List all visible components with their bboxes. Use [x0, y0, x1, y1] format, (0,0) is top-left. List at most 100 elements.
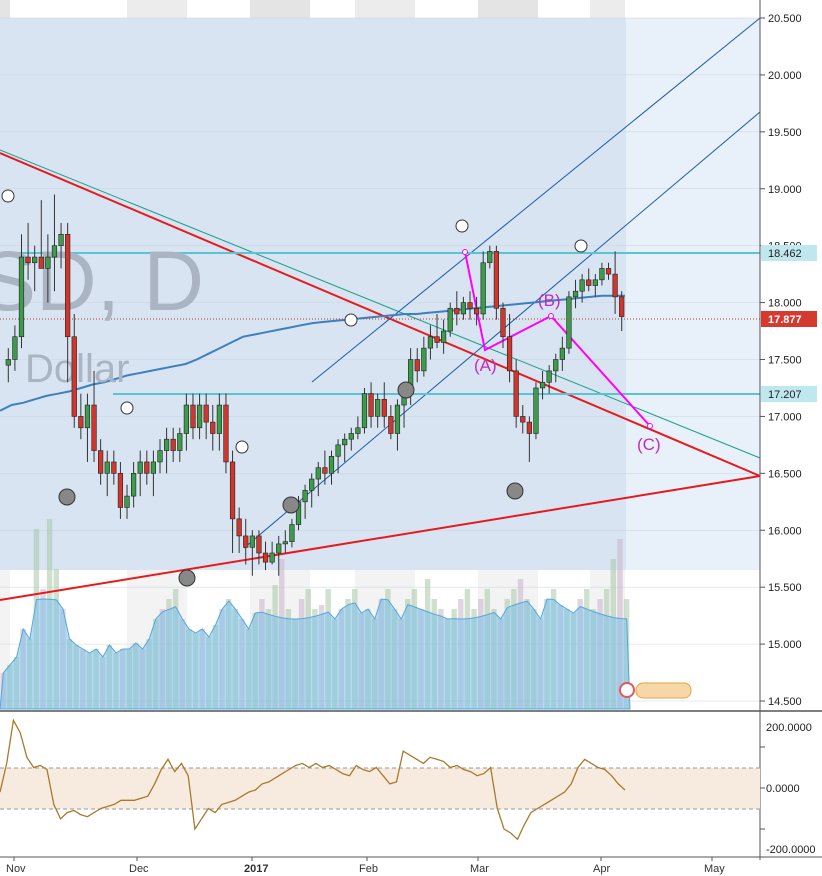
candle-body [256, 535, 262, 554]
candle-body [12, 336, 18, 360]
candle-body [32, 256, 38, 264]
candle-body [460, 302, 467, 315]
candle-body [5, 359, 11, 366]
time-tick-label: Feb [359, 863, 378, 875]
wave-label-b: (B) [538, 291, 561, 310]
price-tick-label: 18.000 [768, 298, 802, 310]
oscillator-axis: 200.0000 0.0000 -200.0000 [760, 722, 816, 856]
session-band [478, 0, 538, 18]
candle-body [513, 370, 519, 417]
time-axis[interactable]: Nov Dec 2017 Feb Mar Apr May [6, 857, 725, 875]
candle-body [98, 450, 104, 474]
candle-body [467, 302, 473, 309]
session-band [0, 0, 10, 18]
candle-body [421, 347, 427, 372]
candle-body [500, 307, 506, 338]
wave-point-c [647, 423, 653, 429]
swing-marker [455, 219, 469, 233]
candle-body [131, 473, 137, 497]
candle-body [381, 399, 387, 417]
volume-area [0, 598, 631, 710]
trendline-lower-red [0, 475, 761, 601]
swing-marker [344, 313, 358, 327]
session-band [250, 0, 310, 18]
candle-body [124, 495, 130, 508]
candle-body [137, 461, 143, 474]
candle-body [493, 251, 499, 309]
candle-body [203, 404, 209, 423]
price-axis-background [760, 0, 822, 709]
candle-body [111, 461, 117, 474]
price-tag-17207-label: 17.207 [768, 389, 802, 401]
candle-body [335, 444, 341, 457]
candle-body [361, 393, 368, 429]
candle-body [309, 478, 315, 491]
swing-markers [1, 189, 588, 587]
price-tag-17207: 17.207 [761, 386, 817, 402]
session-band [127, 0, 187, 18]
price-tag-17877: 17.877 [761, 311, 817, 327]
candle-body [183, 404, 189, 434]
candle-body [262, 552, 269, 563]
channel-upper [311, 17, 761, 383]
oscillator-tick-label: -200.0000 [766, 844, 816, 856]
time-tick-label: May [704, 863, 725, 875]
candle-body [71, 336, 77, 417]
swing-marker [282, 496, 300, 514]
candle-body [302, 490, 308, 503]
candle-body [157, 450, 163, 463]
session-band [590, 0, 625, 18]
candle-body [150, 461, 157, 474]
price-axis[interactable]: 14.500 15.000 15.500 16.000 16.500 17.000 17.5… [760, 13, 802, 708]
candle-body [553, 359, 559, 372]
watermark-symbol: SD, D [0, 234, 204, 328]
candle-body [533, 387, 539, 434]
candlesticks [5, 194, 625, 576]
candle-body [210, 421, 216, 434]
time-tick-label: Dec [129, 863, 149, 875]
oscillator-tick-label: 200.0000 [766, 722, 812, 734]
wave-label-c: (C) [637, 435, 661, 454]
candle-body [348, 433, 354, 440]
wave-label-a: (A) [474, 356, 497, 375]
candle-body [375, 399, 381, 417]
candle-body [619, 296, 625, 317]
candle-body [229, 461, 236, 520]
trend-drawings [0, 17, 761, 601]
candle-body [269, 552, 275, 563]
oscillator-tick-label: 0.0000 [766, 783, 800, 795]
candle-body [546, 370, 552, 383]
candle-body [236, 518, 242, 537]
candle-body [441, 330, 447, 343]
candle-body [586, 279, 592, 286]
wave-point-b [548, 313, 554, 319]
price-tick-label: 16.000 [768, 525, 802, 537]
candle-body [539, 381, 546, 389]
candle-body [599, 268, 605, 281]
candle-body [58, 233, 64, 246]
candle-body [414, 359, 420, 372]
candle-body [45, 256, 51, 269]
candle-body [117, 473, 124, 508]
candle-body [566, 296, 572, 349]
oscillator-band [0, 768, 760, 809]
time-tick-label: Nov [6, 863, 26, 875]
candle-body [355, 427, 361, 434]
candle-body [84, 404, 91, 429]
currency-badge-icon [619, 682, 692, 699]
candle-body [282, 541, 288, 545]
candle-body [473, 307, 480, 315]
price-tag-18462: 18.462 [761, 245, 817, 261]
wave-point-a [462, 249, 468, 255]
candle-body [342, 438, 348, 446]
candle-body [196, 404, 203, 429]
time-tick-label: 2017 [244, 863, 268, 875]
candle-body [276, 543, 282, 554]
swing-marker [235, 440, 249, 454]
candle-body [612, 273, 618, 298]
candle-body [243, 535, 249, 548]
price-tick-label: 17.000 [768, 411, 802, 423]
swing-marker [506, 482, 524, 500]
candle-body [38, 256, 44, 269]
